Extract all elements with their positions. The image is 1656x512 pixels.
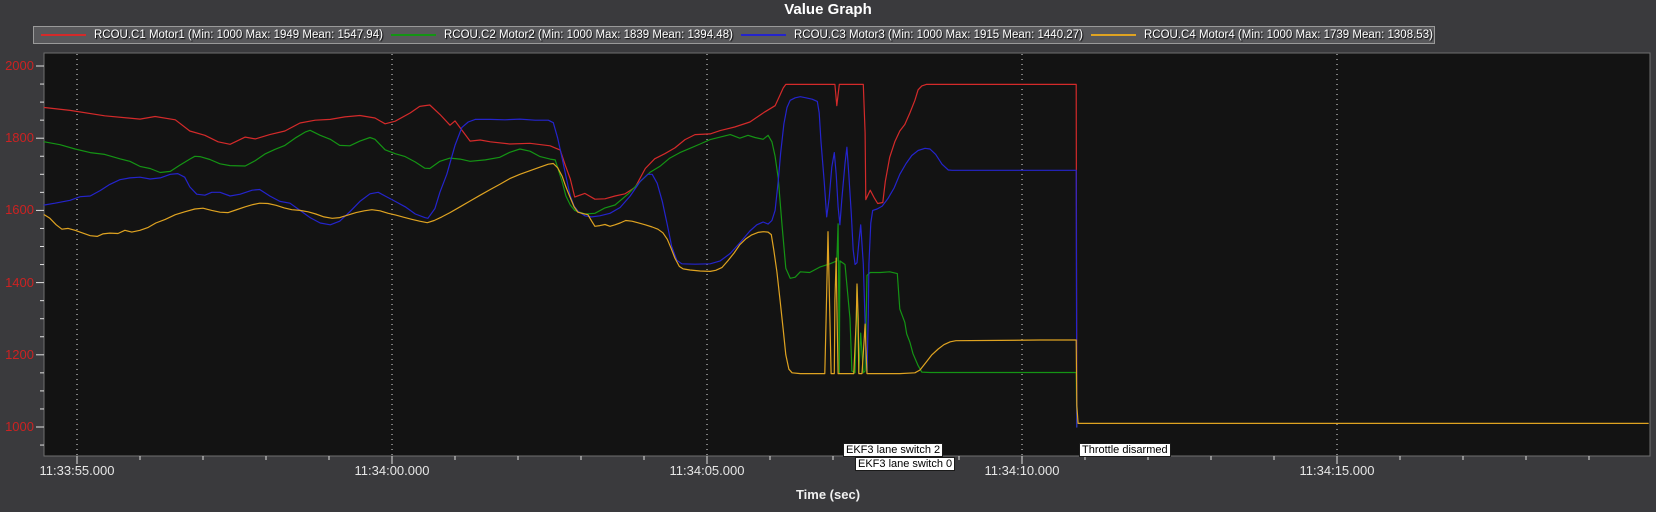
x-tick-label: 11:33:55.000	[39, 463, 115, 478]
series-line-rcou-c1-motor1	[43, 83, 1078, 428]
series-line-rcou-c3-motor3	[43, 96, 1078, 428]
event-annotation: EKF3 lane switch 2	[843, 443, 944, 457]
x-tick-label: 11:34:05.000	[669, 463, 745, 478]
legend-label: RCOU.C2 Motor2 (Min: 1000 Max: 1839 Mean…	[444, 29, 733, 41]
page-title: Value Graph	[784, 1, 872, 18]
y-tick-label: 1600	[5, 202, 34, 218]
legend-item[interactable]: RCOU.C2 Motor2 (Min: 1000 Max: 1839 Mean…	[384, 27, 734, 43]
legend-item[interactable]: RCOU.C3 Motor3 (Min: 1000 Max: 1915 Mean…	[734, 27, 1084, 43]
legend-line-swatch	[741, 34, 786, 36]
legend-strip: RCOU.C1 Motor1 (Min: 1000 Max: 1949 Mean…	[33, 26, 1435, 44]
legend-line-swatch	[41, 34, 86, 36]
legend-label: RCOU.C4 Motor4 (Min: 1000 Max: 1739 Mean…	[1144, 29, 1433, 41]
legend-label: RCOU.C3 Motor3 (Min: 1000 Max: 1915 Mean…	[794, 29, 1083, 41]
legend-line-swatch	[1091, 34, 1136, 36]
y-tick-label: 1800	[5, 130, 34, 146]
event-annotation: EKF3 lane switch 0	[855, 457, 956, 471]
y-tick-label: 1000	[5, 419, 34, 434]
y-tick-label: 2000	[5, 58, 34, 73]
x-tick-label: 11:34:00.000	[354, 463, 430, 478]
legend-label: RCOU.C1 Motor1 (Min: 1000 Max: 1949 Mean…	[94, 29, 383, 41]
event-annotation: Throttle disarmed	[1079, 443, 1171, 457]
y-tick-label: 1200	[5, 346, 34, 362]
legend-item[interactable]: RCOU.C4 Motor4 (Min: 1000 Max: 1739 Mean…	[1084, 27, 1434, 43]
series-line-rcou-c4-motor4	[43, 162, 1649, 424]
x-tick-label: 11:34:10.000	[984, 463, 1060, 478]
y-tick-label: 1400	[5, 274, 34, 290]
legend-line-swatch	[391, 34, 436, 36]
x-tick-label: 11:34:15.000	[1299, 463, 1375, 478]
plot-background	[43, 52, 1651, 457]
legend-item[interactable]: RCOU.C1 Motor1 (Min: 1000 Max: 1949 Mean…	[34, 27, 384, 43]
x-axis-title: Time (sec)	[795, 487, 861, 502]
